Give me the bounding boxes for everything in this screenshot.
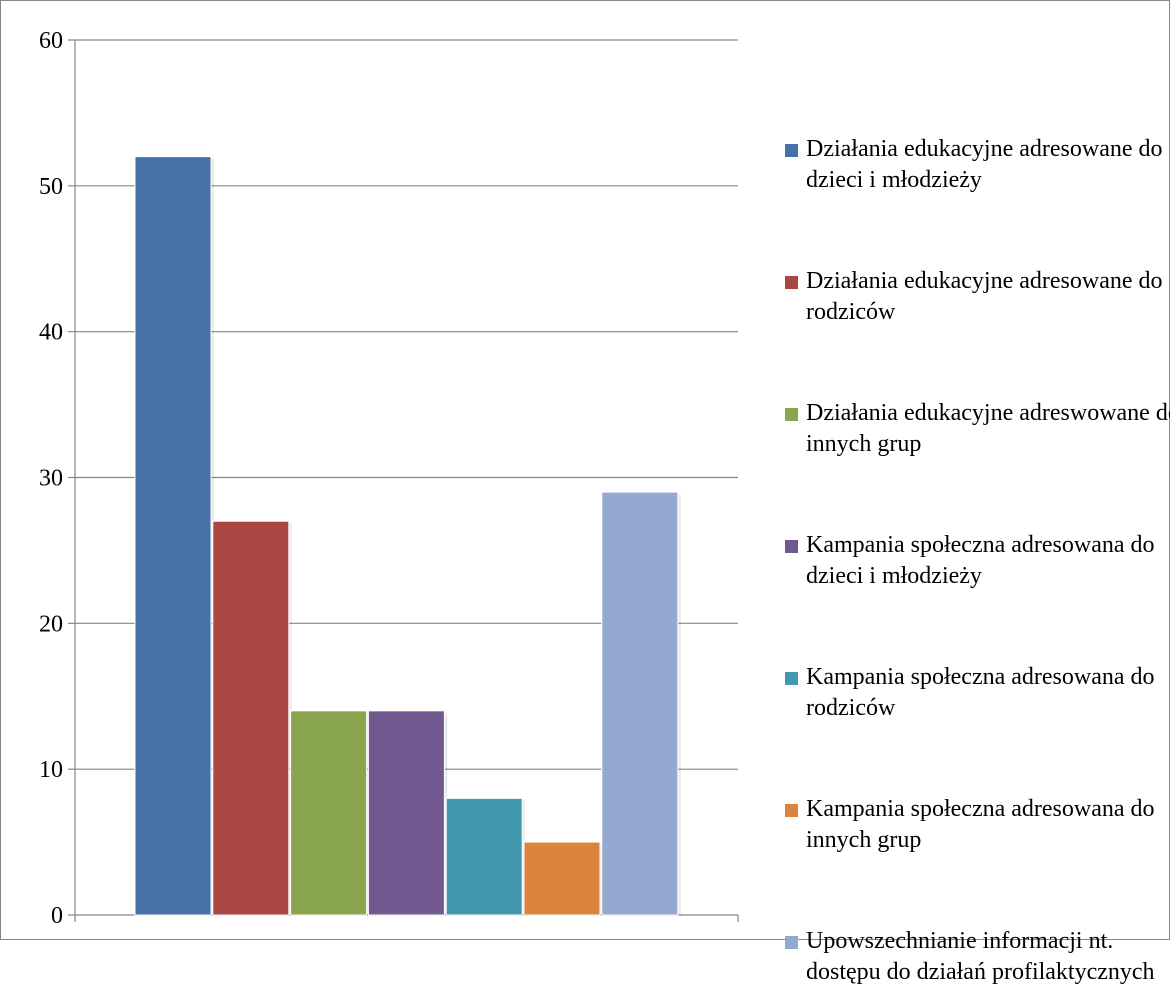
legend-item: Upowszechnianie informacji nt. dostępu d… bbox=[785, 926, 1170, 988]
legend-label: Działania edukacyjne adresowane do rodzi… bbox=[806, 268, 1163, 325]
y-tick-labels: 0 10 20 30 40 50 60 bbox=[39, 28, 63, 929]
bar bbox=[367, 710, 445, 916]
legend-item: Kampania społeczna adresowana do rodzicó… bbox=[785, 662, 1170, 724]
legend-swatch bbox=[785, 408, 798, 421]
legend-label: Działania edukacyjne adresowane do dziec… bbox=[806, 136, 1163, 193]
bar bbox=[212, 520, 290, 916]
y-tick-label: 20 bbox=[39, 611, 63, 637]
bar bbox=[290, 710, 368, 916]
legend-label: Kampania społeczna adresowana do dzieci … bbox=[806, 532, 1155, 589]
legend-swatch bbox=[785, 144, 798, 157]
y-tick-label: 60 bbox=[39, 28, 63, 54]
legend-swatch bbox=[785, 804, 798, 817]
bar bbox=[134, 156, 212, 916]
bars bbox=[134, 156, 681, 916]
y-tick-label: 30 bbox=[39, 466, 63, 492]
y-tick-label: 0 bbox=[51, 903, 63, 929]
y-tick-label: 40 bbox=[39, 320, 63, 346]
legend-label: Kampania społeczna adresowana do innych … bbox=[806, 796, 1155, 853]
legend-item: Działania edukacyjne adresowane do dziec… bbox=[785, 134, 1170, 196]
bar bbox=[445, 797, 523, 916]
bar bbox=[523, 841, 601, 916]
legend-swatch bbox=[785, 276, 798, 289]
legend-label: Upowszechnianie informacji nt. dostępu d… bbox=[806, 928, 1155, 985]
legend-item: Działania edukacyjne adresowane do rodzi… bbox=[785, 266, 1170, 328]
legend-label: Działania edukacyjne adreswowane do inny… bbox=[806, 400, 1170, 457]
legend-swatch bbox=[785, 672, 798, 685]
bar-chart: 0 10 20 30 40 50 60 bbox=[39, 28, 739, 929]
legend-item: Kampania społeczna adresowana do innych … bbox=[785, 794, 1170, 856]
legend-item: Działania edukacyjne adreswowane do inny… bbox=[785, 398, 1170, 460]
y-tick-label: 50 bbox=[39, 174, 63, 200]
legend-label: Kampania społeczna adresowana do rodzicó… bbox=[806, 664, 1155, 721]
legend-swatch bbox=[785, 540, 798, 553]
legend-swatch bbox=[785, 936, 798, 949]
bar bbox=[601, 491, 679, 916]
y-tick-label: 10 bbox=[39, 757, 63, 783]
legend-item: Kampania społeczna adresowana do dzieci … bbox=[785, 530, 1170, 592]
